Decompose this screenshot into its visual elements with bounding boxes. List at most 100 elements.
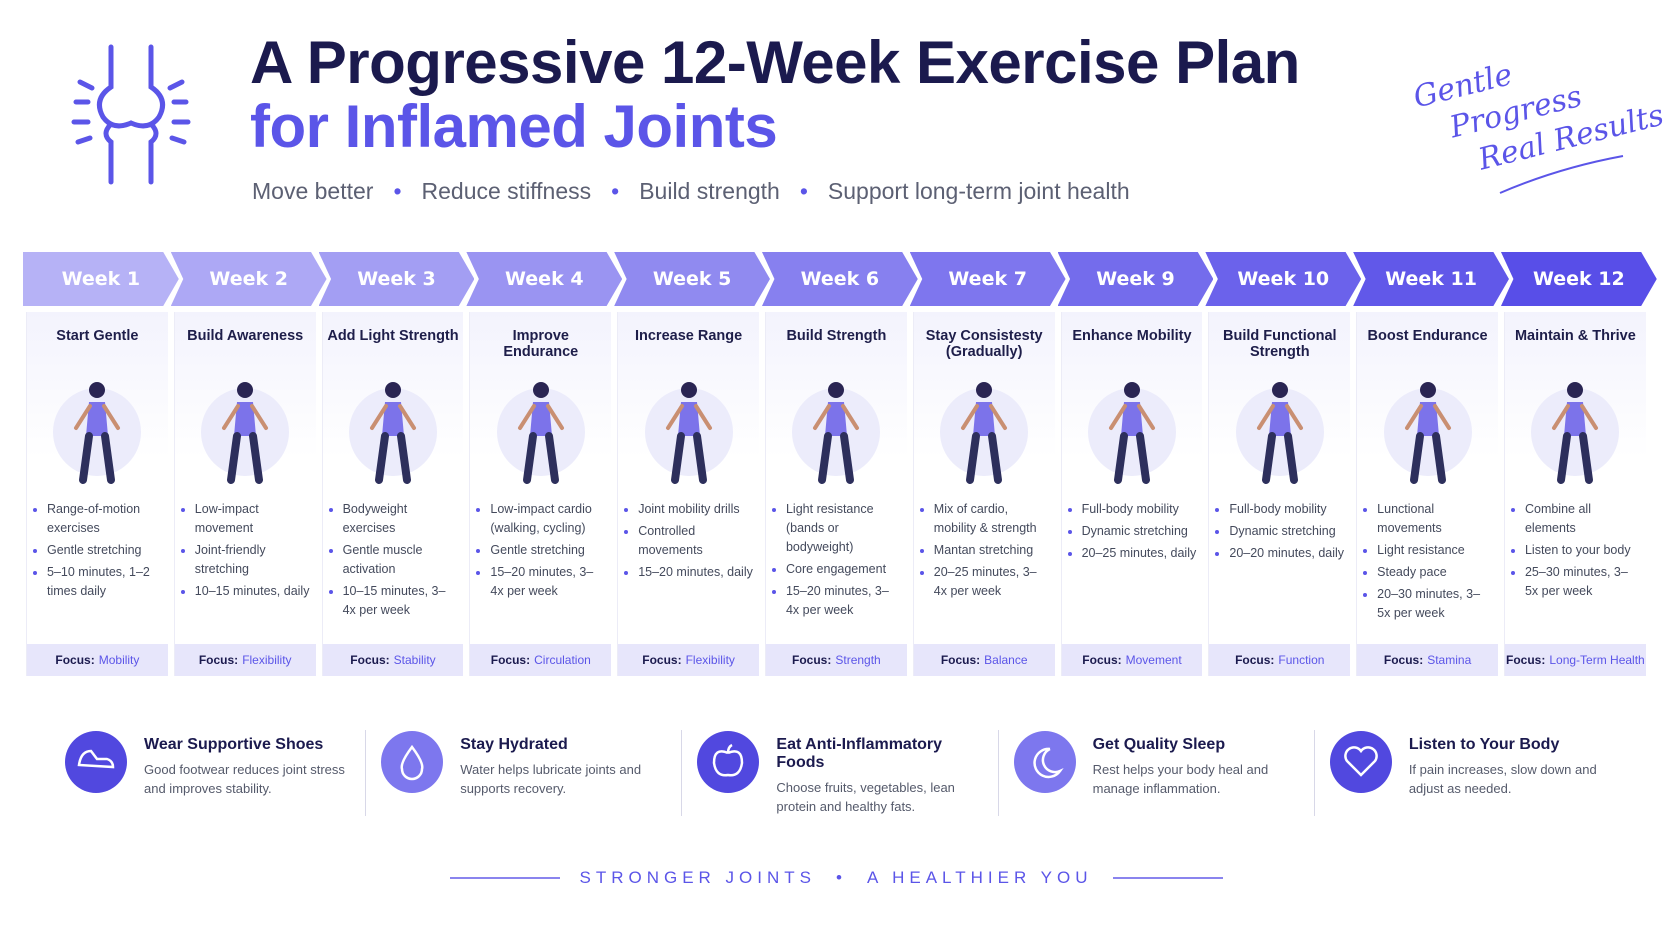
focus-badge: Focus: Long-Term Health: [1504, 644, 1646, 676]
bullet-list: Low-impact movementJoint-friendly stretc…: [175, 500, 316, 601]
subtitle: Move better • Reduce stiffness • Build stren…: [252, 178, 1130, 205]
exercise-figure: [1531, 382, 1620, 484]
week-header: Week 6: [761, 252, 918, 306]
bullet-list: Range-of-motion exercises Gentle stretchi…: [27, 500, 168, 601]
week-title: Add Light Strength: [327, 328, 459, 344]
week-column: Week 6 Build Strength Light resistance (ba…: [761, 252, 918, 676]
rule: [449, 877, 560, 879]
focus-value: Long-Term Health: [1549, 653, 1645, 667]
focus-value: Strength: [835, 653, 881, 667]
bullet: Controlled movements: [638, 522, 753, 560]
underline: [1499, 155, 1624, 194]
tip-title: Eat Anti-Inflammatory Foods: [776, 736, 943, 771]
focus-label: Focus:: [350, 653, 390, 667]
separator: •: [611, 178, 620, 204]
focus-badge: Focus: Flexibility: [174, 644, 316, 676]
bullet: Full-body mobility: [1082, 500, 1197, 519]
exercise-figure: [1087, 382, 1176, 484]
focus-badge: Focus: Strength: [765, 644, 907, 676]
tip-body: Good footwear reduces joint stress and i…: [144, 762, 345, 796]
week-title: Build Functional Strength: [1222, 328, 1337, 360]
week-column: Week 2 Build Awareness Low-impact movement…: [170, 252, 327, 676]
focus-badge: Focus: Stability: [322, 644, 464, 676]
footer-text: A HEALTHIER YOU: [866, 868, 1093, 887]
exercise-figure: [940, 382, 1029, 484]
separator: •: [799, 178, 808, 204]
focus-value: Stability: [393, 653, 436, 667]
week-header: Week 9: [1057, 252, 1214, 306]
focus-value: Flexibility: [685, 653, 735, 667]
focus-label: Focus:: [642, 653, 682, 667]
week-column: Week 3 Add Light Strength Bodyweight exerc…: [318, 252, 475, 676]
week-header: Week 10: [1205, 252, 1362, 306]
focus-badge: Focus: Flexibility: [618, 644, 759, 676]
bullet: 15–20 minutes, 3–4x per week: [490, 563, 605, 601]
tip: Wear Supportive Shoes Good footwear reduc…: [50, 730, 365, 816]
bullet: Bodyweight exercises: [343, 500, 458, 538]
week-title: Build Awareness: [187, 328, 304, 344]
tip-icon: [381, 731, 444, 793]
week-title: Build Strength: [786, 328, 887, 344]
subtitle-item: Support long-term joint health: [827, 178, 1130, 204]
week-title: Boost Endurance: [1367, 328, 1488, 344]
subtitle-item: Reduce stiffness: [421, 178, 592, 204]
focus-label: Focus:: [1383, 653, 1424, 667]
tip: Stay Hydrated Water helps lubricate joint…: [365, 730, 681, 816]
bullet: Combine all elements: [1525, 500, 1640, 538]
week-column: Week 11 Boost Endurance Lunctional movemen…: [1353, 252, 1509, 676]
bullet: Steady pace: [1377, 563, 1492, 582]
focus-badge: Focus: Circulation: [470, 644, 612, 676]
bullet: 15–20 minutes, 3–4x per week: [786, 582, 901, 620]
week-card: Maintain & Thrive Combine all elements Lis…: [1503, 312, 1646, 676]
week-title: Stay Consistesty (Gradually): [925, 328, 1043, 360]
tip-title: Wear Supportive Shoes: [144, 736, 324, 753]
focus-badge: Focus: Balance: [913, 644, 1055, 676]
bullet-list: Light resistance (bands or bodyweight) Co…: [766, 500, 907, 620]
focus-label: Focus:: [1082, 653, 1122, 667]
focus-label: Focus:: [490, 653, 531, 667]
week-column: Week 7 Stay Consistesty (Gradually) Mix of…: [909, 252, 1066, 676]
week-title: Enhance Mobility: [1072, 328, 1192, 344]
tip-title: Get Quality Sleep: [1092, 736, 1226, 753]
week-title: Maintain & Thrive: [1514, 328, 1636, 344]
bullet: Low-impact movement: [195, 500, 310, 538]
week-header: Week 11: [1353, 252, 1509, 306]
bullet-list: Bodyweight exercisesGentle muscle activa…: [323, 500, 464, 620]
timeline: Week 1 Start Gentle Range-of-motion exerci…: [23, 252, 1657, 676]
exercise-figure: [792, 382, 881, 484]
tip: Listen to Your Body If pain increases, sl…: [1313, 730, 1630, 816]
week-title: Improve Endurance: [503, 328, 579, 360]
exercise-figure: [496, 382, 585, 484]
week-card: Improve Endurance Low-impact cardio (walk…: [469, 312, 612, 676]
week-header: Week 12: [1500, 252, 1657, 306]
exercise-figure: [201, 382, 290, 484]
bullet: Listen to your body: [1525, 541, 1640, 560]
focus-value: Mobility: [98, 653, 140, 667]
bullet: Joint-friendly stretching: [195, 541, 310, 579]
focus-value: Circulation: [534, 653, 591, 667]
week-column: Week 1 Start Gentle Range-of-motion exerci…: [23, 252, 179, 676]
week-card: Enhance Mobility Full-body mobility Dynami…: [1060, 312, 1203, 676]
bullet: Mantan stretching: [934, 541, 1049, 560]
tip-body: Choose fruits, vegetables, lean protein …: [776, 780, 955, 814]
week-header: Week 7: [909, 252, 1066, 306]
week-card: Build Awareness Low-impact movementJoint-…: [173, 312, 316, 676]
joint-logo: [71, 44, 191, 185]
footer-text: STRONGER JOINTS: [579, 868, 817, 887]
subtitle-item: Build strength: [639, 178, 780, 204]
exercise-figure: [348, 382, 437, 484]
tip-text: Get Quality Sleep Rest helps your body he…: [1093, 730, 1300, 816]
week-card: Stay Consistesty (Gradually) Mix of cardi…: [912, 312, 1055, 676]
bullet: Full-body mobility: [1229, 500, 1344, 519]
tip-icon: [65, 731, 127, 793]
week-card: Start Gentle Range-of-motion exercises Gen…: [26, 312, 168, 676]
focus-label: Focus:: [55, 653, 95, 667]
tip-text: Wear Supportive Shoes Good footwear reduc…: [144, 730, 351, 816]
exercise-figure: [1235, 382, 1324, 484]
bullet-list: Lunctional movements Light resistance Stea…: [1357, 500, 1498, 623]
week-column: Week 5 Increase Range Joint mobility drill…: [614, 252, 770, 676]
footer: STRONGER JOINTS • A HEALTHIER YOU: [0, 868, 1672, 888]
bullet: 20–25 minutes, 3–4x per week: [934, 563, 1049, 601]
